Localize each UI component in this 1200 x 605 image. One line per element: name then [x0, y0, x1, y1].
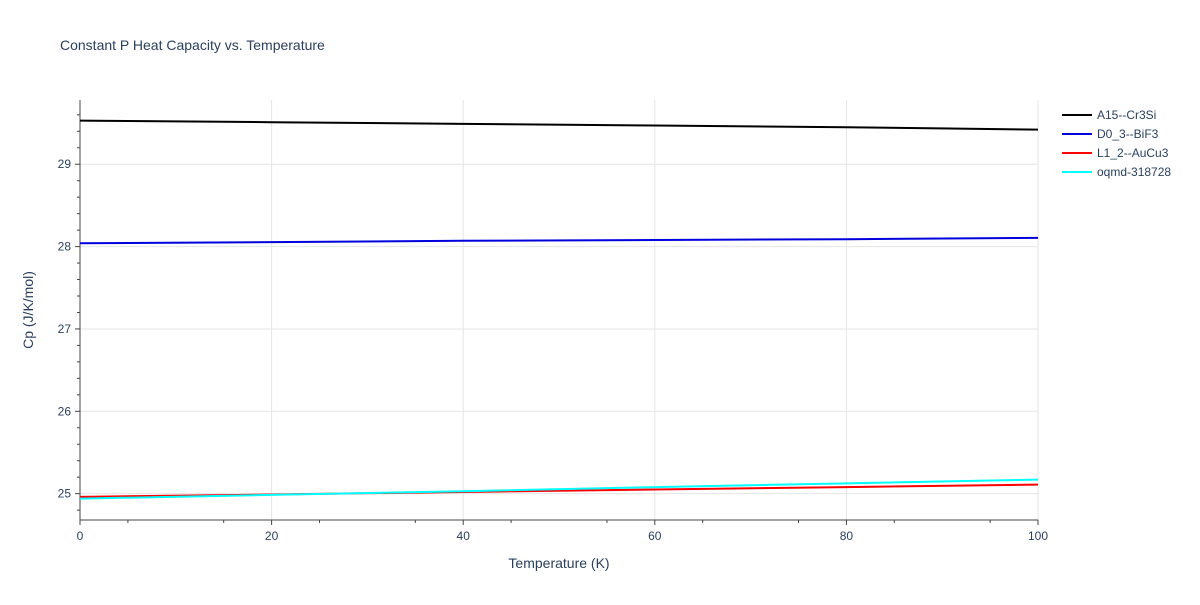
- x-tick-label: 80: [840, 529, 854, 543]
- grid-layer: [80, 100, 1039, 520]
- y-tick-label: 25: [58, 487, 72, 501]
- x-tick-label: 40: [457, 529, 471, 543]
- legend-item[interactable]: oqmd-318728: [1062, 165, 1171, 179]
- legend-label: A15--Cr3Si: [1097, 108, 1156, 122]
- legend-label: oqmd-318728: [1097, 165, 1171, 179]
- y-tick-label: 27: [58, 322, 72, 336]
- y-tick-label: 29: [58, 157, 72, 171]
- x-tick-label: 100: [1028, 529, 1048, 543]
- x-tick-label: 60: [648, 529, 662, 543]
- x-axis-title: Temperature (K): [508, 555, 609, 571]
- legend: A15--Cr3Si D0_3--BiF3 L1_2--AuCu3 oqmd-3187…: [1062, 108, 1171, 179]
- legend-label: D0_3--BiF3: [1097, 127, 1159, 141]
- series-line-0: [79, 119, 1039, 131]
- chart-title: Constant P Heat Capacity vs. Temperature: [60, 37, 325, 53]
- legend-item[interactable]: A15--Cr3Si: [1062, 108, 1156, 122]
- y-tick-label: 28: [58, 240, 72, 254]
- series-line-3: [79, 478, 1039, 500]
- y-axis-title: Cp (J/K/mol): [20, 271, 36, 349]
- y-tick-label: 26: [58, 404, 72, 418]
- legend-label: L1_2--AuCu3: [1097, 146, 1169, 160]
- legend-item[interactable]: D0_3--BiF3: [1062, 127, 1159, 141]
- series-layer: [79, 119, 1039, 500]
- x-tick-label: 0: [77, 529, 84, 543]
- series-line-1: [79, 236, 1039, 245]
- legend-item[interactable]: L1_2--AuCu3: [1062, 146, 1169, 160]
- axes-layer: 0 20 40 60 80 100 25 26 27 28 29: [58, 100, 1048, 543]
- x-tick-label: 20: [265, 529, 279, 543]
